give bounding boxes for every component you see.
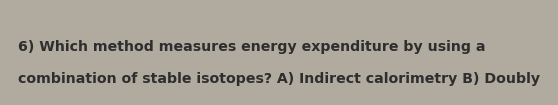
Text: combination of stable isotopes? A) Indirect calorimetry B) Doubly: combination of stable isotopes? A) Indir… — [18, 72, 540, 86]
Text: 6) Which method measures energy expenditure by using a: 6) Which method measures energy expendit… — [18, 40, 485, 54]
